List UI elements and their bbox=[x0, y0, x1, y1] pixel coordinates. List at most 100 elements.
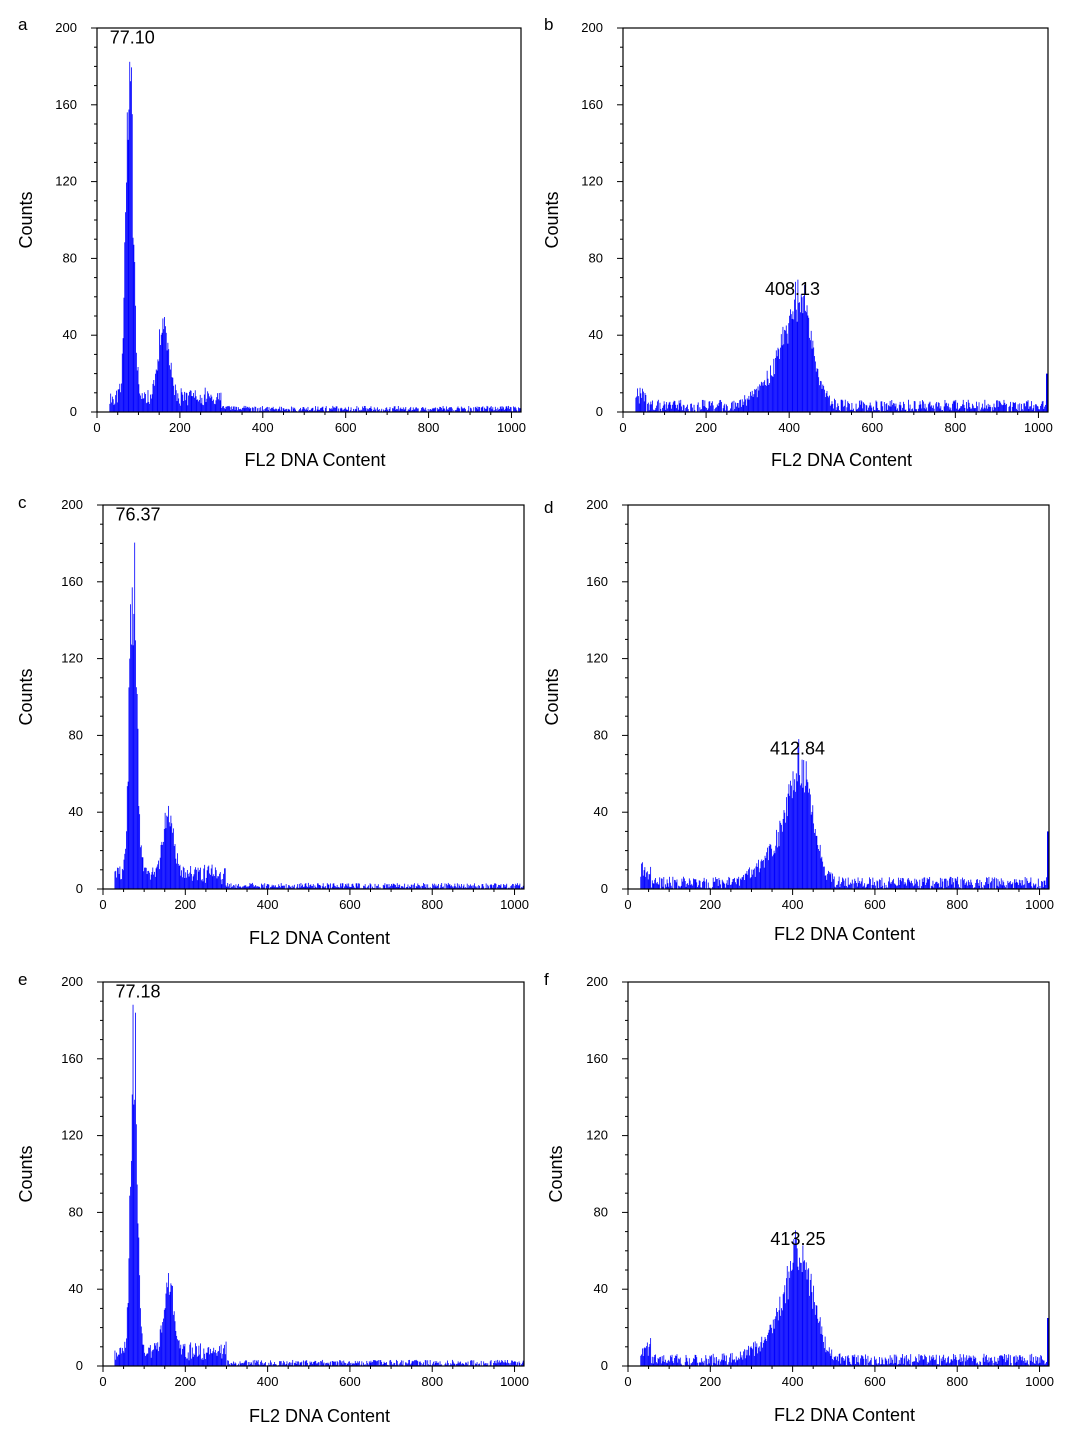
histogram-bar bbox=[849, 403, 850, 412]
histogram-bar bbox=[266, 406, 268, 412]
histogram-bar bbox=[795, 1230, 796, 1366]
histogram-bar bbox=[668, 1359, 670, 1366]
histogram-bar bbox=[736, 406, 737, 412]
histogram-bar bbox=[979, 879, 981, 889]
histogram-bar bbox=[829, 874, 831, 889]
histogram-bar bbox=[425, 1360, 427, 1366]
histogram-bar bbox=[135, 305, 136, 412]
histogram-bar bbox=[228, 405, 230, 412]
histogram-bar bbox=[758, 872, 760, 889]
histogram-bar bbox=[521, 887, 522, 889]
histogram-bar bbox=[141, 1333, 143, 1366]
histogram-bar bbox=[464, 407, 466, 412]
histogram-bar bbox=[196, 1346, 197, 1366]
histogram-bar bbox=[479, 885, 480, 889]
histogram-bar bbox=[950, 1359, 952, 1366]
histogram-bar bbox=[955, 878, 957, 889]
histogram-bar bbox=[465, 1362, 466, 1366]
histogram-bar bbox=[218, 399, 219, 412]
histogram-bar bbox=[677, 1362, 679, 1366]
histogram-bar bbox=[735, 884, 737, 889]
histogram-bar bbox=[312, 885, 313, 889]
histogram-bar bbox=[782, 1294, 784, 1366]
histogram-bar bbox=[188, 1360, 190, 1366]
histogram-bar bbox=[187, 405, 189, 412]
histogram-bar bbox=[348, 1361, 350, 1366]
histogram-bar bbox=[143, 871, 145, 889]
histogram-bar bbox=[776, 847, 778, 889]
histogram-bar bbox=[167, 342, 169, 412]
histogram-bar bbox=[186, 393, 188, 412]
histogram-bar bbox=[295, 409, 296, 412]
histogram-bar bbox=[882, 1359, 884, 1366]
histogram-bar bbox=[138, 806, 140, 889]
histogram-bar bbox=[824, 875, 826, 889]
histogram-bar bbox=[738, 1357, 740, 1366]
histogram-bar bbox=[173, 385, 175, 412]
histogram-bar bbox=[369, 1362, 371, 1366]
histogram-bar bbox=[927, 879, 929, 889]
histogram-bar bbox=[865, 404, 867, 412]
panel-letter: e bbox=[18, 970, 27, 989]
histogram-bar bbox=[237, 410, 238, 412]
histogram-bar bbox=[312, 884, 314, 889]
histogram-bar bbox=[891, 400, 893, 412]
histogram-bar bbox=[414, 1360, 415, 1366]
histogram-bar bbox=[183, 400, 185, 412]
histogram-bar bbox=[284, 1362, 285, 1366]
histogram-bars bbox=[109, 61, 522, 413]
histogram-bar bbox=[724, 403, 726, 412]
histogram-bar bbox=[901, 1357, 903, 1366]
histogram-bar bbox=[941, 878, 943, 889]
histogram-bar bbox=[470, 408, 472, 412]
histogram-bar bbox=[663, 1355, 665, 1366]
histogram-bar bbox=[379, 887, 381, 889]
histogram-bar bbox=[662, 405, 664, 412]
histogram-bar bbox=[370, 884, 372, 889]
histogram-bar bbox=[780, 347, 781, 412]
histogram-bar bbox=[259, 887, 261, 889]
histogram-bar bbox=[334, 407, 335, 412]
histogram-bar bbox=[507, 408, 509, 412]
histogram-bar bbox=[158, 361, 160, 412]
histogram-bar bbox=[646, 1346, 647, 1366]
histogram-bar bbox=[783, 344, 785, 412]
histogram-bar bbox=[465, 409, 466, 412]
histogram-bar bbox=[736, 1360, 738, 1366]
histogram-bar bbox=[641, 1354, 642, 1366]
histogram-bar bbox=[683, 876, 684, 889]
histogram-bar bbox=[899, 401, 901, 412]
histogram-bar bbox=[675, 1355, 677, 1366]
histogram-bars bbox=[640, 739, 1050, 889]
histogram-bar bbox=[140, 1326, 142, 1366]
histogram-bar bbox=[841, 399, 843, 412]
histogram-bar bbox=[213, 399, 214, 412]
histogram-bar bbox=[701, 1358, 703, 1366]
histogram-bar bbox=[306, 886, 308, 889]
histogram-bar bbox=[1013, 1356, 1015, 1366]
histogram-bar bbox=[290, 886, 292, 889]
histogram-bar bbox=[114, 871, 116, 889]
histogram-bar bbox=[451, 886, 453, 889]
histogram-bar bbox=[739, 400, 741, 412]
histogram-bar bbox=[412, 407, 414, 412]
histogram-bar bbox=[863, 403, 865, 412]
histogram-bar bbox=[368, 885, 369, 889]
histogram-bar bbox=[874, 410, 876, 412]
histogram-bar bbox=[760, 385, 761, 412]
histogram-bar bbox=[775, 845, 777, 889]
histogram-bar bbox=[917, 1362, 919, 1366]
histogram-bar bbox=[317, 883, 318, 889]
histogram-bar bbox=[881, 877, 883, 889]
histogram-bar bbox=[774, 1318, 776, 1366]
histogram-bar bbox=[482, 884, 484, 889]
histogram-bar bbox=[1018, 1355, 1020, 1366]
histogram-bar bbox=[691, 403, 692, 412]
histogram-bar bbox=[144, 1352, 145, 1366]
histogram-bar bbox=[907, 877, 909, 889]
histogram-bar bbox=[681, 410, 683, 412]
histogram-bar bbox=[228, 886, 229, 889]
histogram-bar bbox=[1037, 1357, 1038, 1366]
